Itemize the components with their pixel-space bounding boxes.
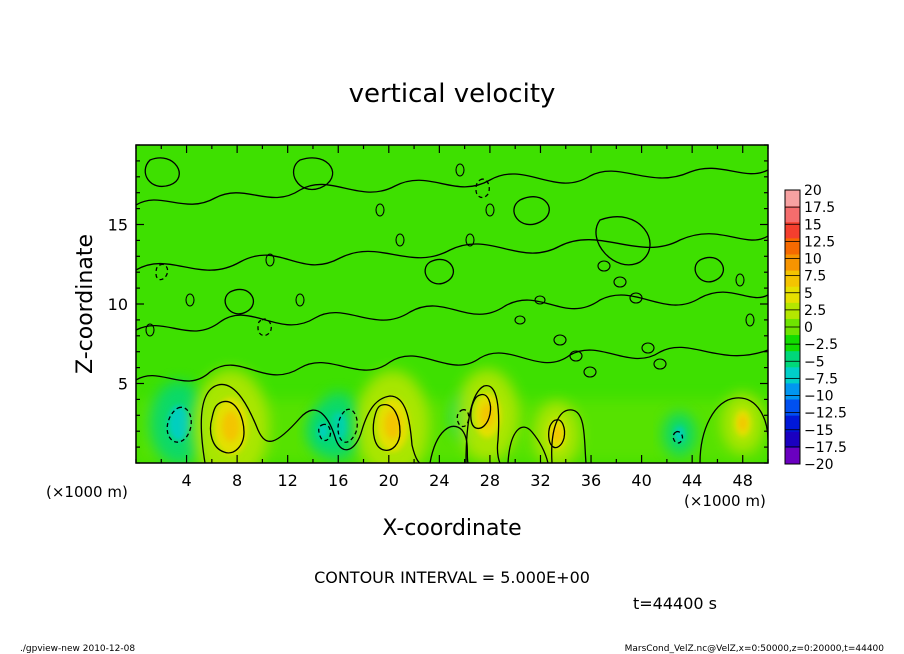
colorbar-label: −7.5: [804, 371, 838, 387]
colorbar-label: −5: [804, 354, 825, 370]
colorbar-label: −17.5: [804, 440, 847, 456]
colorbar-label: −2.5: [804, 337, 838, 353]
y-tick-label: 5: [118, 375, 128, 394]
colorbar-label: 5: [804, 286, 813, 302]
x-tick-label: 36: [581, 471, 601, 490]
colorbar-segment: [785, 447, 800, 465]
colorbar-label: −15: [804, 423, 834, 439]
colorbar-segment: [785, 222, 800, 239]
colorbar-label: 12.5: [804, 234, 835, 250]
y-axis-label: Z-coordinate: [73, 234, 98, 374]
colorbar-segment: [785, 383, 800, 401]
y-axis: 5 10 15: [108, 144, 768, 464]
updraft-core: [384, 410, 401, 440]
updraft-core: [222, 411, 240, 442]
colorbar-label: 17.5: [804, 200, 835, 216]
colorbar-segment: [785, 351, 800, 368]
colorbar-segment: [785, 206, 800, 223]
colorbar-label: 15: [804, 217, 822, 233]
x-tick-label: 24: [429, 471, 449, 490]
colorbar-segment: [785, 399, 800, 417]
colorbar-segment: [785, 270, 800, 288]
contour-lines: [136, 157, 768, 463]
colorbar-segment: [785, 238, 800, 255]
x-tick-label: 48: [733, 471, 753, 490]
colorbar-segment: [785, 302, 800, 320]
updraft-core: [738, 416, 747, 431]
colorbar-segment: [785, 190, 800, 207]
chart-title: vertical velocity: [349, 79, 556, 109]
colorbar-label: 0: [804, 320, 813, 336]
y-tick-label: 15: [108, 216, 128, 235]
colorbar-segment: [785, 286, 800, 304]
downdraft-core: [674, 426, 685, 443]
colorbar-segment: [785, 431, 800, 449]
x-unit-left: (×1000 m): [46, 483, 128, 501]
x-tick-label: 4: [181, 471, 191, 490]
colorbar-segment: [785, 254, 800, 272]
updraft-core: [552, 426, 562, 443]
footer-left: ./gpview-new 2010-12-08: [20, 644, 135, 654]
x-tick-label: 12: [278, 471, 298, 490]
colorbar-segment: [785, 367, 800, 384]
x-unit-right: (×1000 m): [684, 492, 766, 510]
colorbar-label: 2.5: [804, 303, 826, 319]
x-tick-label: 32: [530, 471, 550, 490]
x-tick-label: 44: [682, 471, 702, 490]
colorbar-label: 20: [804, 183, 822, 199]
downdraft-core: [168, 405, 190, 442]
x-tick-label: 20: [379, 471, 399, 490]
x-axis: 4 8 12 16 20 24 28 32 36 40 44 48: [135, 145, 769, 490]
colorbar-label: −10: [804, 389, 834, 405]
time-text: t=44400 s: [633, 594, 717, 613]
x-axis-label: X-coordinate: [382, 516, 521, 541]
footer-right: MarsCond_VelZ.nc@VelZ,x=0:50000,z=0:2000…: [625, 644, 885, 654]
colorbar-segment: [785, 335, 800, 352]
colorbar-label: 10: [804, 252, 822, 268]
downdraft-core: [318, 423, 328, 440]
x-tick-label: 40: [631, 471, 651, 490]
x-tick-label: 28: [480, 471, 500, 490]
colorbar-segment: [785, 415, 800, 433]
y-tick-label: 10: [108, 295, 128, 314]
updraft-core: [480, 403, 495, 428]
colorbar-label: 7.5: [804, 269, 826, 285]
x-tick-label: 8: [232, 471, 242, 490]
colorbar-label: −12.5: [804, 406, 847, 422]
x-tick-label: 16: [328, 471, 348, 490]
colorbar-label: −20: [804, 457, 834, 473]
contour-interval-text: CONTOUR INTERVAL = 5.000E+00: [314, 568, 590, 587]
